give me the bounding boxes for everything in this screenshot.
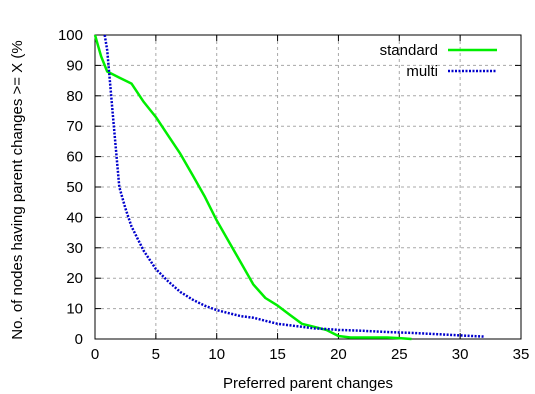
y-tick-label: 100 — [58, 27, 83, 44]
legend-label: multi — [406, 63, 438, 80]
y-tick-label: 30 — [66, 240, 83, 257]
y-tick-label: 20 — [66, 270, 83, 287]
x-tick-label: 15 — [269, 346, 286, 363]
y-tick-label: 0 — [75, 331, 83, 348]
y-tick-label: 40 — [66, 209, 83, 226]
y-tick-label: 10 — [66, 301, 83, 318]
grid — [95, 35, 521, 339]
x-tick-label: 10 — [208, 346, 225, 363]
legend-label: standard — [380, 42, 438, 59]
x-tick-label: 30 — [452, 346, 469, 363]
y-axis-title: No. of nodes having parent changes >= X … — [9, 40, 26, 339]
x-tick-label: 0 — [91, 346, 99, 363]
y-tick-label: 70 — [66, 118, 83, 135]
x-tick-label: 35 — [513, 346, 530, 363]
x-axis-title: Preferred parent changes — [223, 375, 393, 392]
y-tick-label: 50 — [66, 179, 83, 196]
x-tick-label: 20 — [330, 346, 347, 363]
legend: standard multi — [380, 42, 497, 80]
series-line-multi — [103, 34, 485, 338]
series-lines — [93, 34, 485, 341]
x-tick-label: 5 — [152, 346, 160, 363]
series-line-standard — [93, 34, 412, 341]
axis-ticks: 0 5 10 15 20 25 30 35 0 10 20 30 40 50 60 70 80 90 100 — [58, 27, 529, 363]
x-tick-label: 25 — [391, 346, 408, 363]
y-tick-label: 60 — [66, 149, 83, 166]
y-tick-label: 80 — [66, 88, 83, 105]
y-tick-label: 90 — [66, 57, 83, 74]
